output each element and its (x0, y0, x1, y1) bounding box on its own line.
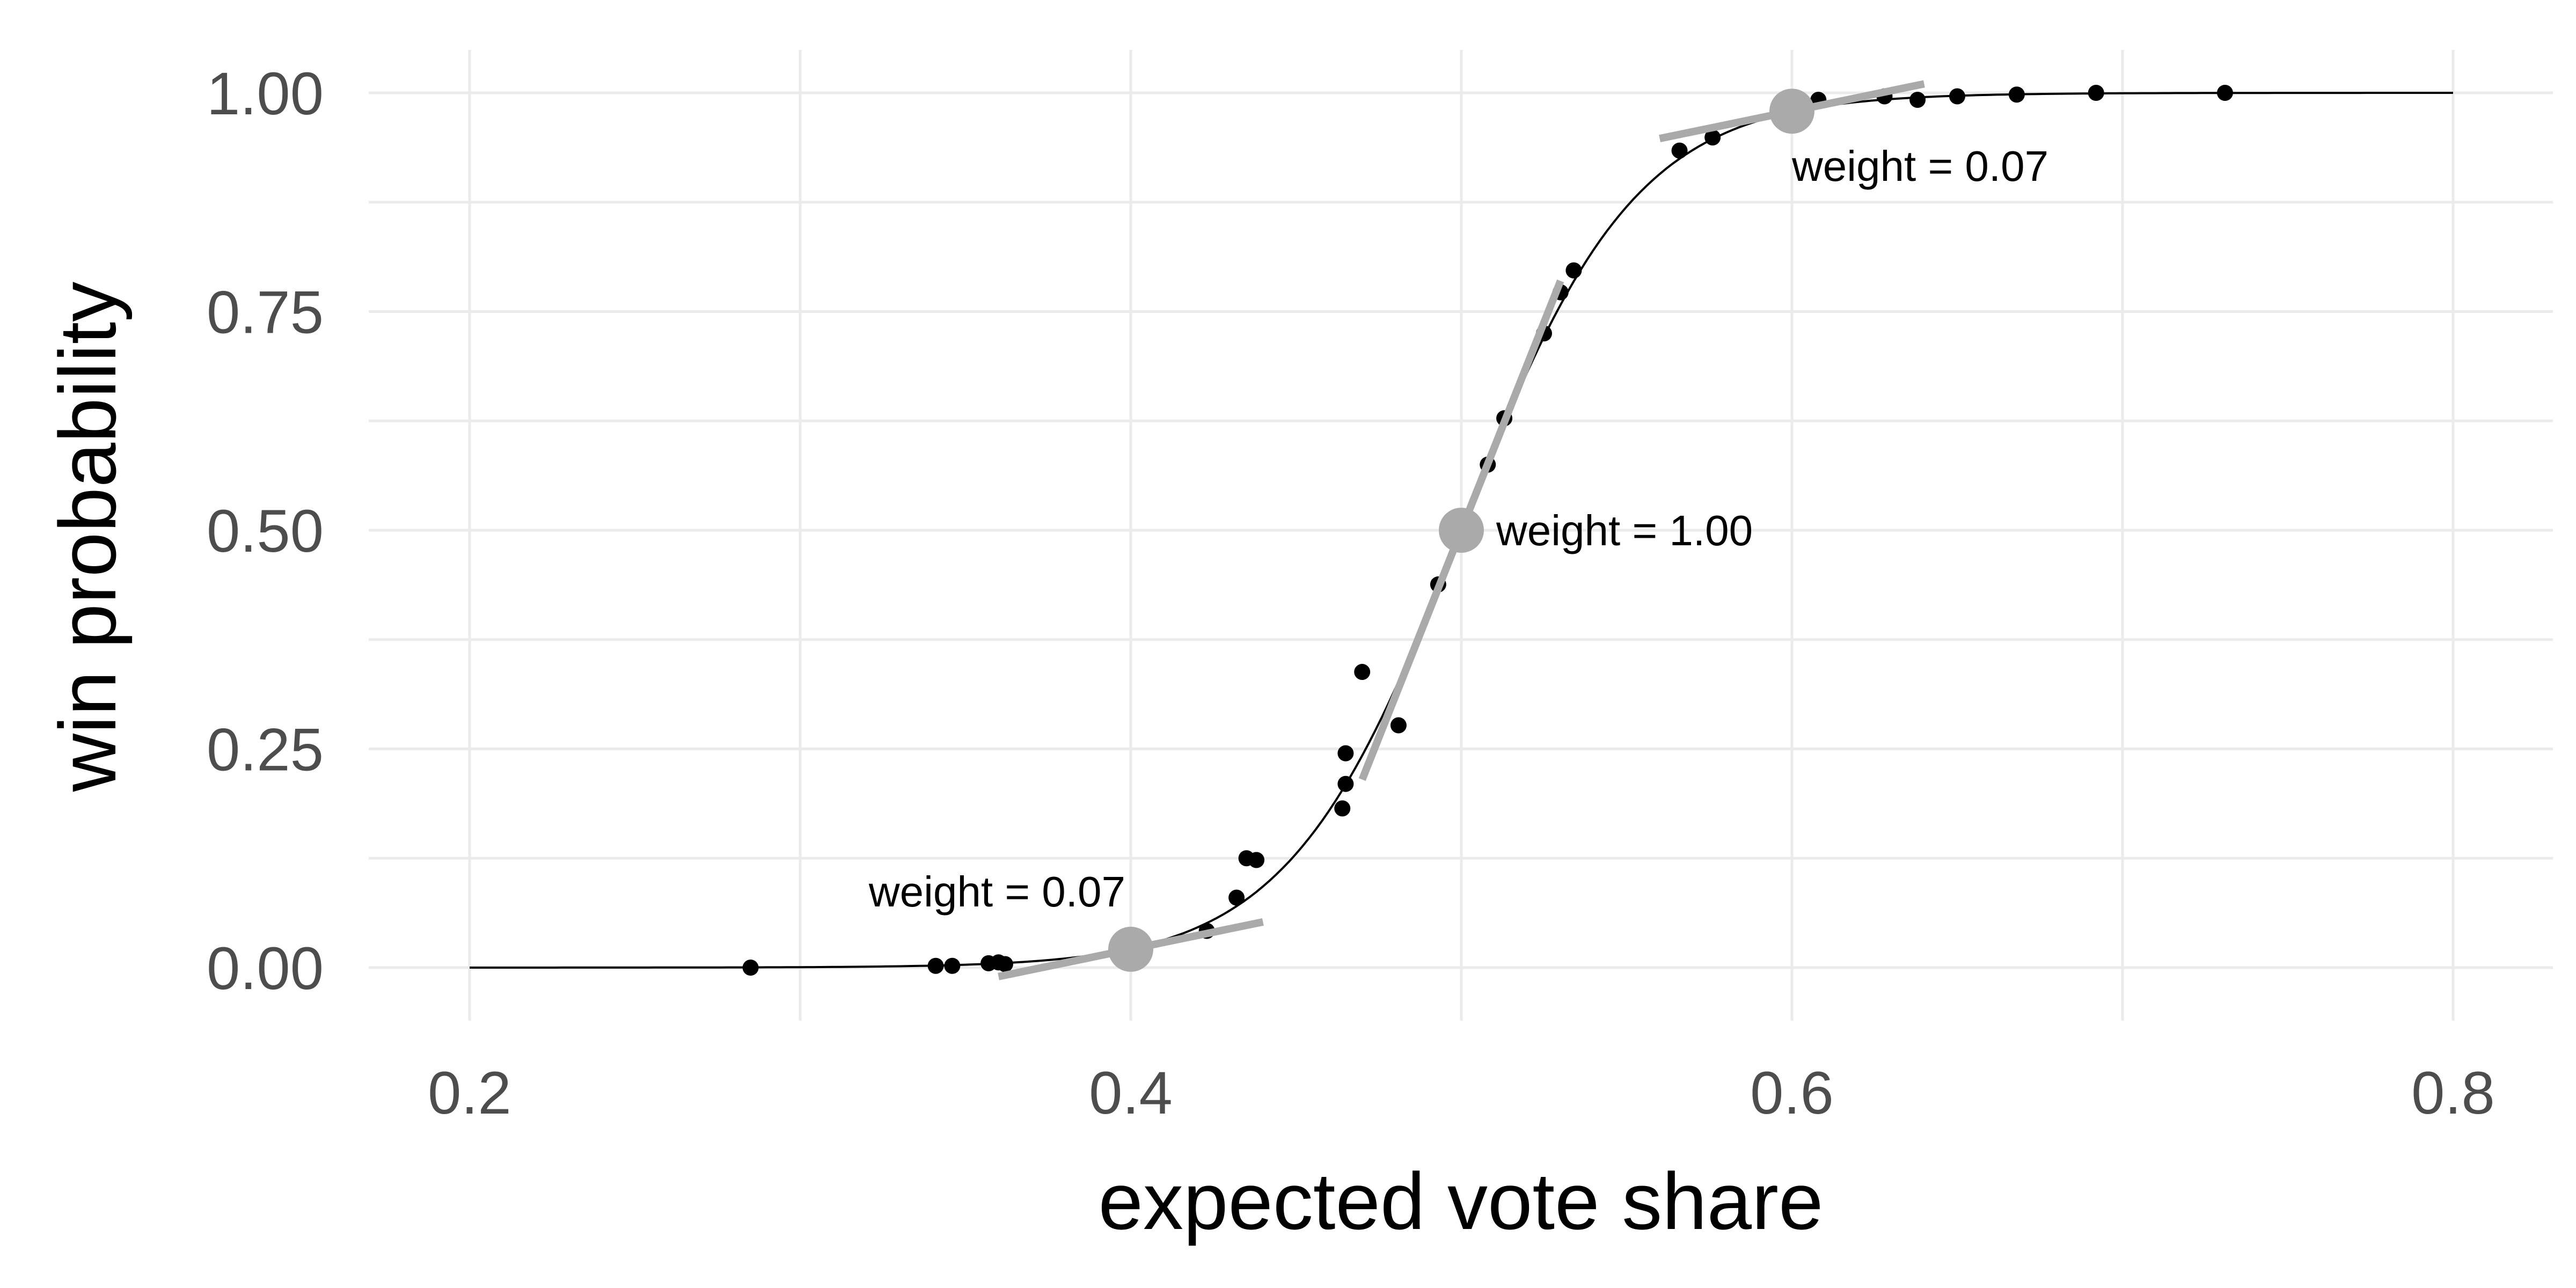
x-tick-label: 0.6 (1750, 1059, 1834, 1126)
data-point (1671, 142, 1688, 159)
weight-label: weight = 0.07 (868, 868, 1125, 916)
data-point (1248, 852, 1265, 868)
x-tick-label: 0.4 (1089, 1059, 1173, 1126)
data-point (1337, 745, 1354, 762)
y-axis-title: win probability (42, 282, 133, 792)
data-point (1337, 775, 1354, 792)
data-point (997, 956, 1013, 972)
data-point (2088, 85, 2104, 101)
data-point (1334, 800, 1351, 817)
x-tick-labels: 0.2 0.4 0.6 0.8 (428, 1059, 2495, 1126)
x-tick-label: 0.2 (428, 1059, 511, 1126)
data-point (1565, 262, 1582, 279)
weight-label: weight = 1.00 (1496, 507, 1753, 554)
y-tick-label: 1.00 (207, 60, 324, 127)
data-point (944, 957, 961, 974)
y-tick-label: 0.00 (207, 935, 324, 1002)
data-point (1909, 92, 1926, 108)
data-point (1354, 664, 1371, 680)
y-tick-label: 0.50 (207, 497, 324, 565)
data-point (2216, 85, 2233, 101)
data-point (927, 957, 944, 974)
highlight-point (1769, 89, 1814, 134)
weight-label: weight = 0.07 (1791, 142, 2048, 190)
highlight-point (1108, 926, 1153, 972)
y-tick-label: 0.75 (207, 279, 324, 346)
x-axis-title: expected vote share (1099, 1156, 1824, 1246)
highlight-point (1439, 508, 1484, 553)
data-point (1704, 129, 1721, 146)
y-tick-labels: 0.00 0.25 0.50 0.75 1.00 (207, 60, 324, 1002)
data-point (742, 960, 759, 976)
highlight-points: weight = 0.07 weight = 1.00 weight = 0.07 (868, 80, 2048, 980)
x-tick-label: 0.8 (2411, 1059, 2495, 1126)
data-point (1390, 717, 1407, 734)
y-tick-label: 0.25 (207, 716, 324, 784)
data-point (2008, 86, 2025, 103)
data-point (1949, 88, 1965, 105)
data-point (1228, 889, 1245, 906)
